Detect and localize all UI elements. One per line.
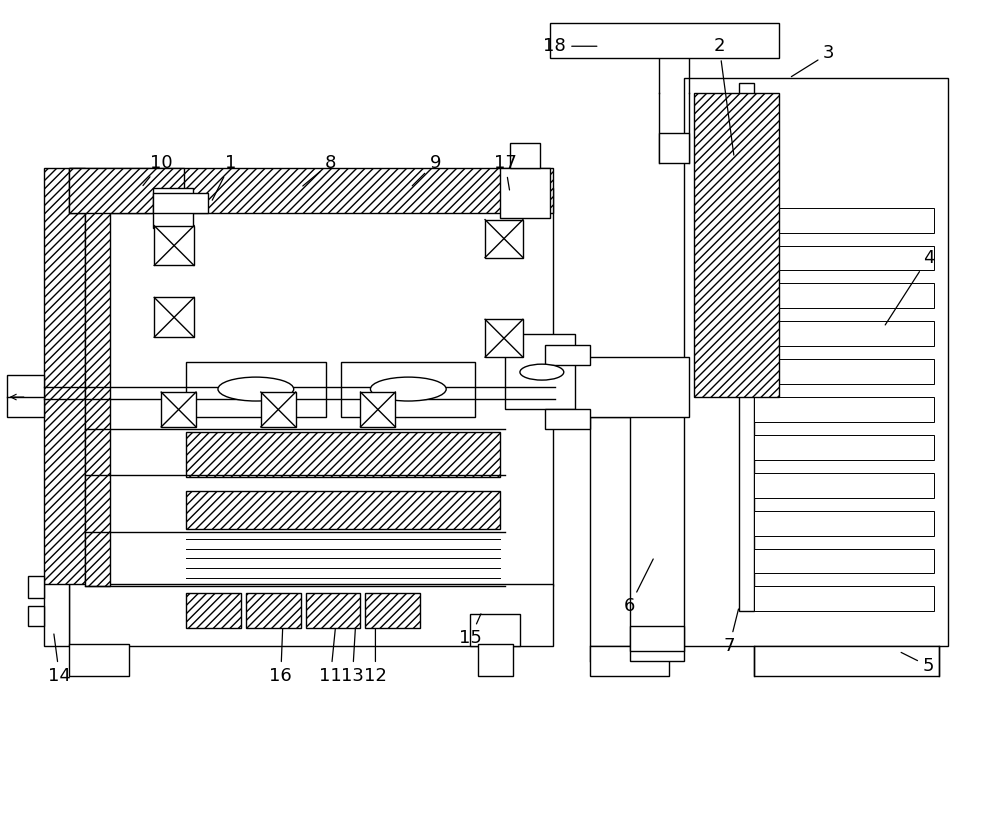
Text: 11: 11: [319, 629, 342, 685]
Bar: [306, 593, 360, 628]
Bar: [754, 587, 934, 611]
Bar: [154, 225, 194, 266]
Bar: [754, 548, 934, 574]
Text: 16: 16: [269, 629, 292, 685]
Bar: [186, 593, 241, 628]
Text: 8: 8: [303, 154, 336, 186]
Bar: [659, 133, 689, 163]
Bar: [69, 584, 553, 646]
Bar: [485, 220, 523, 257]
Text: 4: 4: [885, 248, 934, 325]
Bar: [694, 93, 779, 397]
Bar: [7, 375, 44, 417]
Bar: [590, 646, 669, 676]
Text: 17: 17: [494, 154, 516, 190]
Bar: [754, 646, 939, 676]
Bar: [500, 167, 550, 217]
Text: 3: 3: [791, 44, 835, 77]
Bar: [550, 24, 779, 58]
Bar: [555, 357, 689, 417]
Bar: [246, 593, 301, 628]
Bar: [754, 397, 934, 422]
Bar: [69, 167, 553, 212]
Bar: [754, 208, 934, 233]
Text: 9: 9: [412, 154, 441, 185]
Bar: [365, 593, 420, 628]
Text: 5: 5: [901, 653, 934, 675]
Ellipse shape: [218, 377, 294, 401]
Bar: [754, 321, 934, 346]
Bar: [44, 584, 69, 646]
Bar: [360, 392, 395, 427]
Text: 1: 1: [212, 154, 237, 200]
Bar: [590, 417, 630, 646]
Bar: [754, 435, 934, 460]
Bar: [630, 627, 684, 651]
Bar: [153, 193, 208, 212]
Bar: [69, 644, 129, 676]
Text: 6: 6: [624, 559, 653, 615]
Bar: [684, 78, 948, 646]
Bar: [28, 577, 44, 598]
Text: 15: 15: [459, 614, 482, 647]
Ellipse shape: [370, 377, 446, 401]
Bar: [754, 283, 934, 308]
Text: 14: 14: [48, 634, 71, 685]
Bar: [186, 432, 500, 477]
Bar: [186, 491, 500, 529]
Bar: [154, 297, 194, 337]
Bar: [470, 614, 520, 646]
Bar: [69, 188, 553, 587]
Bar: [341, 362, 475, 417]
Bar: [478, 644, 513, 676]
Bar: [754, 511, 934, 536]
Bar: [545, 346, 590, 365]
Bar: [485, 319, 523, 357]
Bar: [161, 392, 196, 427]
Bar: [505, 334, 575, 409]
Bar: [44, 167, 85, 596]
Text: 2: 2: [714, 38, 734, 155]
Bar: [739, 83, 754, 611]
Bar: [754, 359, 934, 384]
Bar: [85, 188, 110, 587]
Ellipse shape: [520, 364, 564, 380]
Bar: [69, 167, 184, 212]
Bar: [754, 473, 934, 498]
Bar: [153, 188, 193, 228]
Bar: [28, 606, 44, 627]
Text: 13: 13: [341, 629, 364, 685]
Bar: [186, 362, 326, 417]
Bar: [754, 246, 934, 270]
Bar: [545, 409, 590, 429]
Text: 18: 18: [543, 38, 597, 56]
Bar: [510, 143, 540, 167]
Text: 7: 7: [723, 609, 739, 655]
Bar: [630, 646, 684, 661]
Text: 10: 10: [143, 154, 172, 185]
Text: 12: 12: [364, 629, 387, 685]
Bar: [261, 392, 296, 427]
